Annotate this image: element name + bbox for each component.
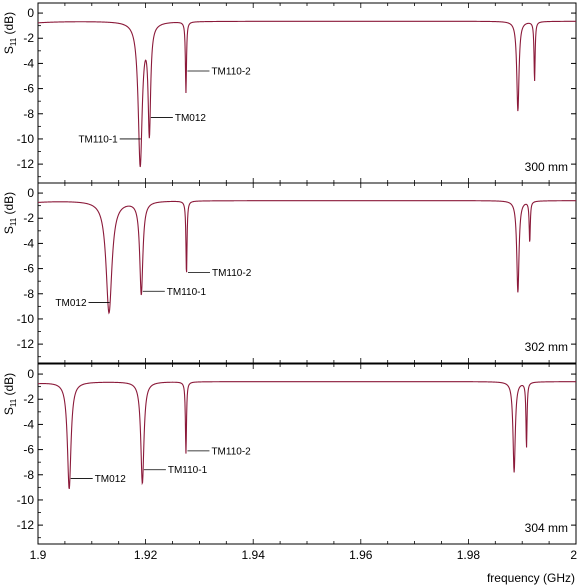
- y-tick-label: -4: [23, 56, 34, 70]
- x-tick-label: 1.92: [134, 548, 158, 562]
- mode-annotation: TM110-2: [212, 268, 252, 279]
- panel-3: 0 -2 -4 -6 -8 -10 -12 S11 (dB) TM012 TM110-1TM110…: [2, 363, 577, 545]
- y-tick-label: -8: [23, 468, 34, 482]
- panel-length-label: 302 mm: [525, 340, 568, 354]
- y-axis-title: S11 (dB): [2, 373, 18, 415]
- panel-frame: [37, 2, 577, 184]
- panel-1: 0 -2 -4 -6 -8 -10 -12 S11 (dB) TM110-1 TM012 TM110…: [2, 2, 577, 184]
- y-tick-label: -2: [23, 211, 34, 225]
- y-axis-title: S11 (dB): [2, 12, 18, 54]
- mode-annotation: TM012: [175, 113, 207, 124]
- x-tick-label: 1.94: [242, 548, 266, 562]
- y-tick-label: -2: [23, 392, 34, 406]
- y-tick-label: 0: [27, 367, 34, 381]
- panel-2: 0 -2 -4 -6 -8 -10 -12 S11 (dB) TM012 TM110-1 TM110…: [2, 182, 577, 364]
- panel-frame: [37, 182, 577, 364]
- y-tick-label: -6: [23, 443, 34, 457]
- y-tick-label: -4: [23, 236, 34, 250]
- y-tick-label: -8: [23, 287, 34, 301]
- y-tick-label: -10: [17, 132, 35, 146]
- mode-annotation: TM110-1: [168, 465, 208, 476]
- y-tick-label: -12: [17, 157, 35, 171]
- y-tick-label: -12: [17, 337, 35, 351]
- mode-annotation: TM012: [55, 298, 87, 309]
- x-tick-label: 1.9: [30, 548, 47, 562]
- panel-frame: [37, 363, 577, 545]
- y-tick-label: 0: [27, 6, 34, 20]
- s11-curve: [37, 200, 576, 315]
- y-tick-label: -10: [17, 493, 35, 507]
- x-tick-label: 2: [570, 548, 577, 562]
- x-tick-label: 1.98: [457, 548, 481, 562]
- y-tick-label: -6: [23, 262, 34, 276]
- mode-annotation: TM110-2: [211, 446, 251, 457]
- y-tick-label: 0: [27, 186, 34, 200]
- y-tick-label: -2: [23, 31, 34, 45]
- mode-annotation: TM012: [95, 474, 127, 485]
- y-axis-title: S11 (dB): [2, 192, 18, 234]
- y-tick-label: -6: [23, 82, 34, 96]
- y-tick-label: -4: [23, 417, 34, 431]
- y-tick-label: -12: [17, 518, 35, 532]
- y-tick-label: -8: [23, 107, 34, 121]
- mode-annotation: TM110-1: [78, 134, 118, 145]
- y-tick-label: -10: [17, 312, 35, 326]
- mode-annotation: TM110-1: [167, 287, 207, 298]
- panel-length-label: 304 mm: [525, 521, 568, 535]
- s11-curve: [37, 381, 576, 490]
- panel-length-label: 300 mm: [525, 160, 568, 174]
- x-axis-title: frequency (GHz): [487, 571, 575, 585]
- mode-annotation: TM110-2: [211, 66, 251, 77]
- s11-curve: [37, 20, 576, 168]
- x-tick-label: 1.96: [349, 548, 373, 562]
